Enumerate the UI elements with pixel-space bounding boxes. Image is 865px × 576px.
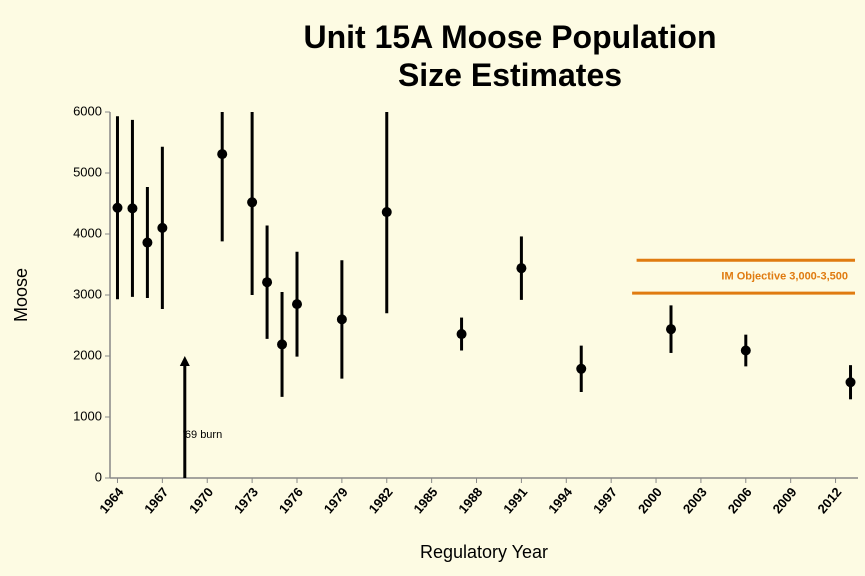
data-point (516, 263, 527, 274)
data-point (576, 363, 587, 374)
data-point (142, 237, 153, 248)
data-point (740, 345, 751, 356)
y-tick-label: 0 (95, 469, 102, 484)
y-tick-label: 6000 (73, 103, 102, 118)
data-point (112, 202, 123, 213)
y-tick-label: 3000 (73, 286, 102, 301)
x-axis-label: Regulatory Year (420, 542, 548, 562)
data-point (247, 197, 258, 208)
data-point (666, 324, 676, 335)
annotation: '69 burn (183, 429, 222, 441)
title-line: Unit 15A Moose Population (303, 19, 716, 55)
data-point (456, 329, 467, 340)
y-tick-label: 4000 (73, 225, 102, 240)
annotation: IM Objective 3,000-3,500 (721, 271, 848, 283)
y-tick-label: 5000 (73, 164, 102, 179)
data-point (277, 339, 288, 350)
data-point (381, 207, 392, 218)
data-point (217, 149, 228, 160)
data-point (262, 277, 273, 288)
y-tick-label: 1000 (73, 408, 102, 423)
title-line: Size Estimates (398, 57, 622, 93)
y-axis-label: Moose (11, 268, 31, 322)
data-point (127, 203, 138, 214)
data-point (157, 222, 168, 233)
arrow-head (179, 356, 190, 366)
chart-title: Unit 15A Moose Population Size Estimates (303, 19, 716, 93)
data-point (292, 299, 302, 310)
data-point (845, 377, 856, 388)
data-point (336, 314, 347, 325)
y-tick-label: 2000 (73, 347, 102, 362)
